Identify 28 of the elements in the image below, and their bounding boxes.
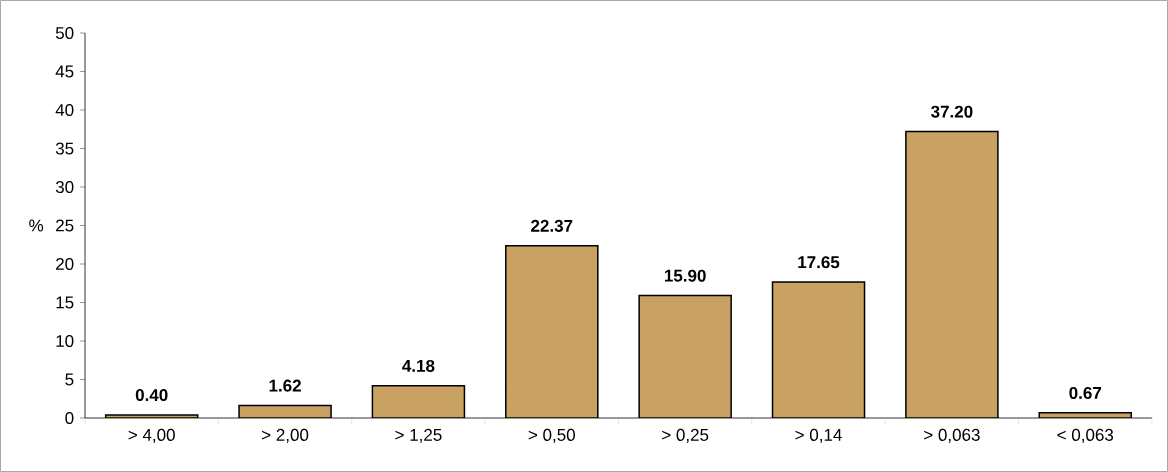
data-label: 17.65 [798, 256, 840, 269]
y-tick-label: 5 [65, 373, 74, 386]
y-tick-label: 40 [55, 103, 74, 117]
data-label: 0.40 [135, 389, 168, 402]
x-tick-label: > 0,14 [795, 428, 842, 443]
y-tick-label: 30 [55, 180, 74, 194]
y-tick-label: 10 [56, 334, 74, 348]
y-tick-label: 50 [55, 26, 74, 40]
x-tick-label: > 0,50 [528, 428, 575, 443]
data-label: 0.67 [1069, 386, 1102, 399]
data-label: 4.18 [402, 359, 435, 372]
data-label: 15.90 [664, 269, 706, 282]
x-tick-label: > 0,063 [924, 428, 980, 443]
x-tick-label: < 0,063 [1057, 428, 1114, 443]
y-tick-label: 20 [56, 257, 74, 271]
data-label: 22.37 [531, 219, 573, 232]
x-tick-label: > 0,25 [662, 428, 709, 443]
x-tick-label: > 2,00 [262, 428, 309, 443]
data-label: 37.20 [931, 105, 973, 118]
y-axis-title: % [29, 219, 44, 232]
x-tick-label: > 1,25 [395, 428, 442, 443]
y-tick-label: 25 [56, 219, 74, 232]
y-tick-label: 15 [56, 296, 74, 309]
y-tick-label: 0 [65, 411, 74, 425]
y-tick-label: 45 [55, 65, 74, 78]
x-tick-label: > 4,00 [128, 428, 175, 443]
data-label: 1.62 [269, 379, 301, 392]
y-tick-label: 35 [55, 142, 74, 155]
